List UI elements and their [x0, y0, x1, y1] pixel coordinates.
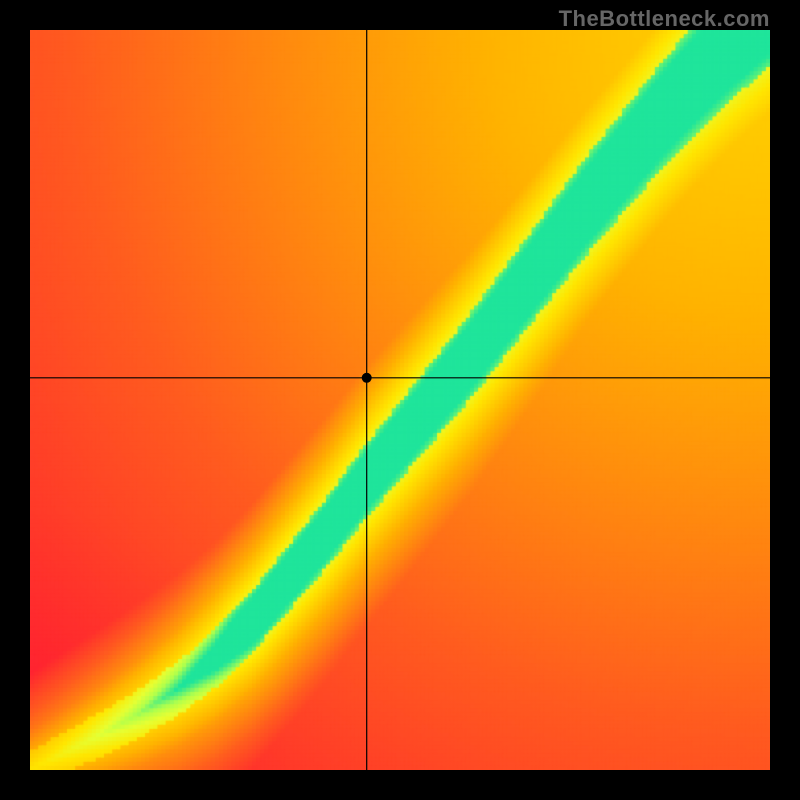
- watermark-text: TheBottleneck.com: [559, 6, 770, 32]
- crosshair-marker: [362, 373, 372, 383]
- chart-overlay: [30, 30, 770, 770]
- chart-container: [30, 30, 770, 770]
